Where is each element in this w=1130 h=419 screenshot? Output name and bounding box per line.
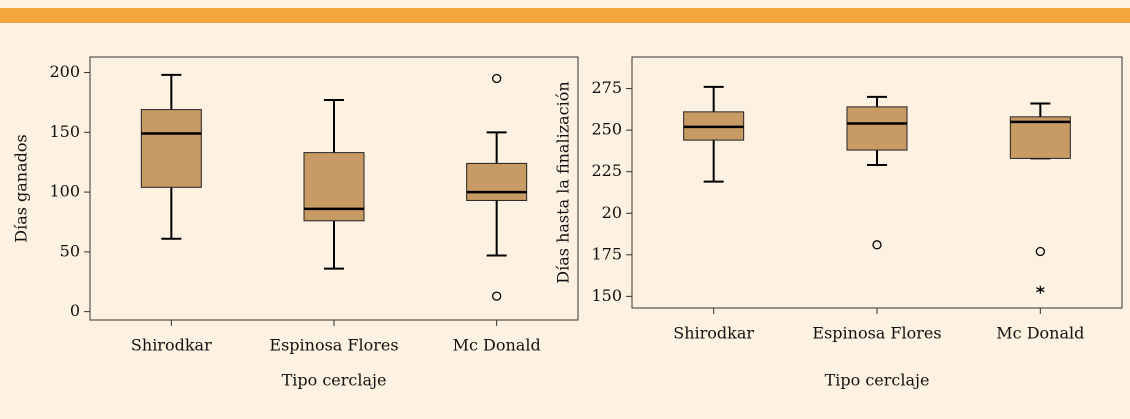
box — [846, 106, 908, 151]
y-tick-label: 20 — [602, 203, 622, 222]
header-bar — [0, 8, 1130, 23]
y-tick-label: 0 — [70, 301, 80, 320]
y-axis-label: Días ganados — [12, 134, 31, 243]
outlier — [492, 291, 502, 301]
y-tick-label: 150 — [49, 122, 80, 141]
y-tick-label: 225 — [591, 161, 622, 180]
y-tick-label: 175 — [591, 244, 622, 263]
box — [303, 152, 365, 222]
outlier — [492, 73, 502, 84]
y-tick-label: 250 — [591, 120, 622, 139]
x-tick-label: Mc Donald — [996, 324, 1084, 343]
x-tick-label: Shirodkar — [131, 336, 212, 355]
y-tick-label: 275 — [591, 78, 622, 97]
x-axis-label: Tipo cerclaje — [825, 371, 930, 390]
extreme — [1036, 285, 1045, 294]
x-tick-label: Espinosa Flores — [812, 324, 941, 343]
box — [466, 162, 528, 201]
x-tick-label: Mc Donald — [453, 336, 541, 355]
x-axis-label: Tipo cerclaje — [282, 371, 387, 390]
y-tick-label: 150 — [591, 286, 622, 305]
outlier — [872, 240, 882, 250]
box — [140, 109, 202, 188]
y-axis-label: Días hasta la finalización — [554, 81, 573, 283]
box — [1009, 116, 1071, 159]
y-tick-label: 100 — [49, 182, 80, 201]
outlier — [1035, 246, 1045, 257]
y-tick-label: 200 — [49, 62, 80, 81]
x-tick-label: Espinosa Flores — [269, 336, 398, 355]
x-tick-label: Shirodkar — [673, 324, 754, 343]
y-tick-label: 50 — [60, 241, 80, 260]
